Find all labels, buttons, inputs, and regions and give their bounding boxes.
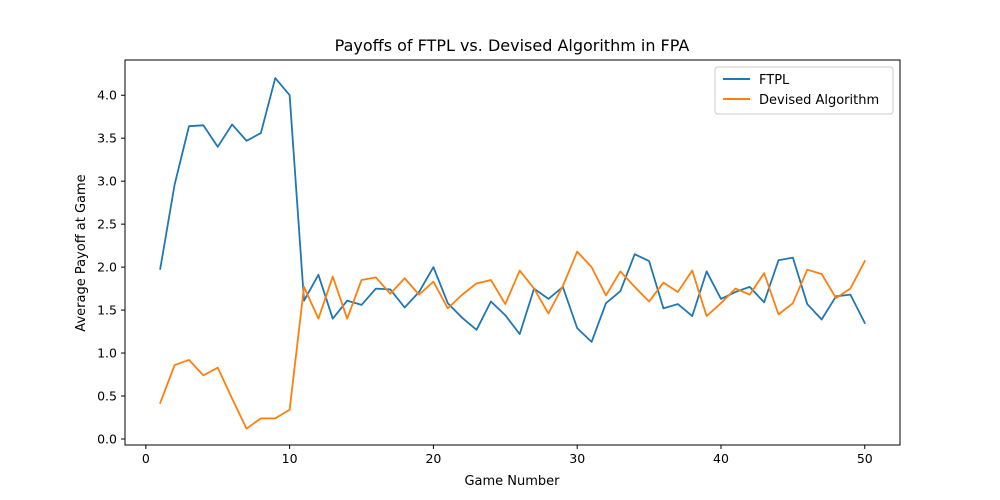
y-axis-ticks: 0.0 0.5 1.0 1.5 2.0 2.5 3.0 3.5 4.0 <box>97 88 125 446</box>
chart-title: Payoffs of FTPL vs. Devised Algorithm in… <box>335 36 690 55</box>
x-tick-label: 30 <box>569 451 585 466</box>
x-axis-label: Game Number <box>464 474 560 489</box>
series-line-devised-algorithm <box>159 250 866 430</box>
y-tick-label: 3.0 <box>97 174 117 189</box>
legend-label-devised-algorithm: Devised Algorithm <box>759 93 879 108</box>
plot-area: 0 10 20 30 40 50 0.0 0.5 1.0 1.5 2.0 2.5 3.0 3.5 4.0 <box>97 59 901 466</box>
legend: FTPL Devised Algorithm <box>714 66 894 115</box>
plot-frame <box>124 59 901 446</box>
x-axis-ticks: 0 10 20 30 40 50 <box>142 445 873 466</box>
x-tick-label: 40 <box>713 451 729 466</box>
y-tick-label: 4.0 <box>97 88 117 103</box>
x-tick-label: 0 <box>142 451 150 466</box>
series-layer <box>159 77 866 430</box>
x-tick-label: 10 <box>282 451 298 466</box>
y-tick-label: 1.0 <box>97 346 117 361</box>
y-tick-label: 0.5 <box>97 389 117 404</box>
y-tick-label: 3.5 <box>97 131 117 146</box>
y-tick-label: 1.5 <box>97 303 117 318</box>
x-tick-label: 20 <box>425 451 441 466</box>
y-tick-label: 0.0 <box>97 431 117 446</box>
y-tick-label: 2.5 <box>97 217 117 232</box>
y-axis-label: Average Payoff at Game <box>74 174 89 331</box>
legend-box <box>714 66 894 115</box>
y-tick-label: 2.0 <box>97 260 117 275</box>
series-line-ftpl <box>159 77 866 343</box>
x-tick-label: 50 <box>857 451 873 466</box>
legend-label-ftpl: FTPL <box>759 73 790 88</box>
